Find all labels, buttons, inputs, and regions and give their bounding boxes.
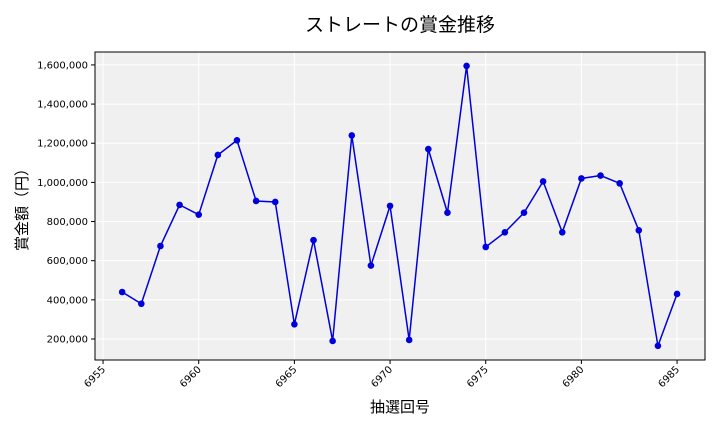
x-tick-label: 6980 [561, 364, 587, 390]
plot-area [95, 52, 705, 360]
point [367, 262, 375, 269]
point [597, 172, 604, 179]
point [673, 290, 681, 298]
point [214, 151, 222, 159]
point [405, 336, 413, 344]
point [310, 236, 317, 244]
point [539, 178, 547, 185]
point [635, 227, 643, 234]
point [252, 197, 260, 205]
y-tick-label: 1,000,000 [37, 178, 88, 189]
y-axis-label: 賞金額（円） [13, 161, 31, 251]
x-axis-label: 抽選回号 [370, 398, 430, 416]
y-tick-label: 200,000 [47, 334, 88, 345]
point [578, 175, 585, 182]
y-tick-label: 600,000 [47, 256, 88, 267]
point [329, 337, 336, 345]
point [233, 136, 241, 144]
point [348, 132, 356, 139]
y-tick-label: 400,000 [47, 295, 88, 306]
y-tick-label: 1,200,000 [37, 139, 88, 150]
point [444, 209, 451, 217]
point [138, 300, 145, 308]
point [195, 211, 203, 218]
x-tick-label: 6985 [656, 364, 682, 390]
point [463, 62, 470, 70]
point [558, 229, 566, 236]
x-tick-label: 6960 [178, 364, 204, 390]
y-tick-label: 800,000 [47, 217, 88, 228]
plot-frame [94, 51, 706, 361]
x-tick-label: 6975 [465, 364, 491, 390]
x-tick-label: 6965 [274, 364, 300, 390]
point [271, 198, 279, 206]
point [386, 202, 394, 210]
y-tick-label: 1,600,000 [37, 60, 88, 71]
point [482, 243, 490, 251]
point [501, 229, 509, 236]
point [291, 321, 298, 328]
point [654, 342, 662, 350]
point [118, 288, 126, 296]
y-tick-label: 1,400,000 [37, 100, 88, 111]
point [176, 201, 183, 209]
chart-title: ストレートの賞金推移 [305, 14, 495, 36]
point [157, 242, 164, 250]
point [520, 209, 528, 217]
x-tick-label: 6970 [369, 364, 395, 390]
point [425, 145, 432, 153]
x-tick-label: 6955 [82, 364, 108, 390]
point [616, 180, 623, 187]
